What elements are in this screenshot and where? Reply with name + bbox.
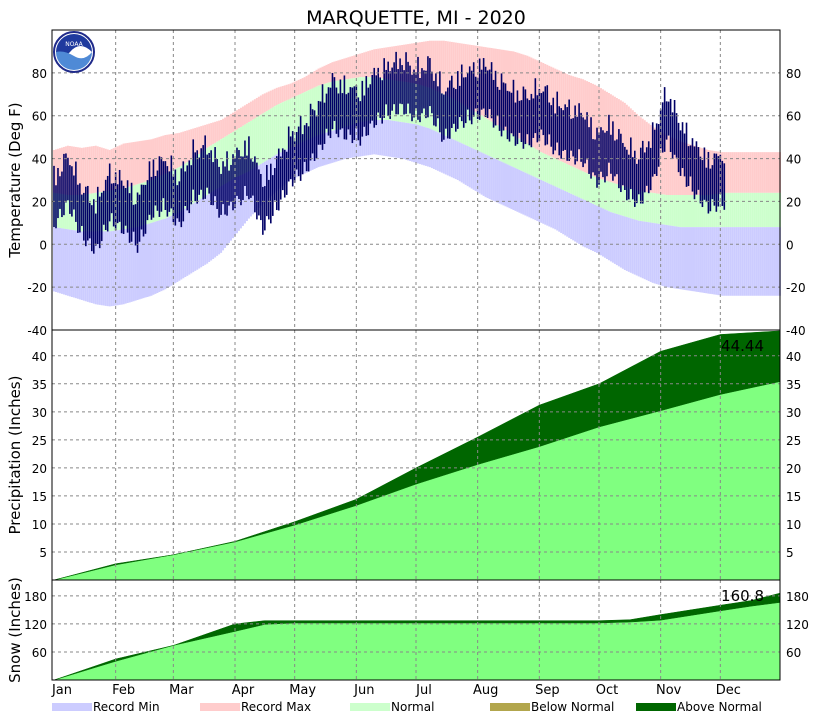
right-tick-label: 60 [786,646,801,660]
left-tick-label: 25 [32,434,47,448]
right-tick-label: 20 [786,195,801,209]
above-normal-area [477,620,540,624]
month-label: Aug [473,683,498,698]
month-label: Dec [716,683,741,698]
left-tick-label: 20 [32,195,47,209]
y-axis-label-precipitation: Precipitation (Inches) [6,376,24,535]
left-tick-label: 40 [32,350,47,364]
temperature-panel [53,40,781,307]
ticks-temperature: -40 -40 -20 -20 0 0 20 20 40 40 60 60 80 80 Temperatur… [6,67,806,338]
legend-label: Normal [391,700,434,714]
left-tick-label: 0 [39,238,47,252]
legend-swatch [52,703,92,711]
right-tick-label: 15 [786,490,801,504]
above-normal-area [356,620,417,624]
left-tick-label: 15 [32,490,47,504]
left-tick-label: 40 [32,153,47,167]
left-tick-label: 60 [32,646,47,660]
month-label: Oct [596,683,618,698]
right-tick-label: 25 [786,434,801,448]
month-label: Jun [353,683,374,698]
legend-swatch [350,703,390,711]
left-tick-label: 5 [39,546,47,560]
above-normal-area [415,620,478,624]
legend-label: Above Normal [677,700,762,714]
legend-swatch [636,703,676,711]
legend-label: Record Max [241,700,311,714]
grid-snow [52,580,780,680]
right-tick-label: 120 [786,618,809,632]
right-tick-label: 60 [786,110,801,124]
grid-precipitation [52,330,780,580]
snow-panel-frame [51,579,781,681]
legend-label: Below Normal [531,700,614,714]
month-label: May [289,683,316,698]
legend-swatch [490,703,530,711]
right-tick-label: 80 [786,67,801,81]
right-tick-label: 40 [786,153,801,167]
month-label: Jul [415,683,432,698]
right-tick-label: 20 [786,462,801,476]
y-axis-label-temperature: Temperature (Deg F) [6,102,24,258]
total-annotation: 160.8 [721,587,764,605]
right-tick-label: 0 [786,238,794,252]
month-label: Nov [656,683,682,698]
right-tick-label: -40 [786,324,806,338]
legend-swatch [200,703,240,711]
ticks-precipitation: 5 5 10 10 15 15 20 20 25 25 30 30 35 35 40 40 Precipitat… [6,350,801,560]
left-tick-label: 180 [24,590,47,604]
month-label: Jan [51,683,72,698]
legend-label: Record Min [93,700,160,714]
left-tick-label: 30 [32,406,47,420]
left-tick-label: 35 [32,378,47,392]
above-normal-area [294,620,357,624]
left-tick-label: 60 [32,110,47,124]
month-label: Sep [535,683,560,698]
right-tick-label: -20 [786,281,806,295]
right-tick-label: 180 [786,590,809,604]
right-tick-label: 10 [786,518,801,532]
left-tick-label: 20 [32,462,47,476]
month-labels: Jan Feb Mar Apr May Jun Jul Aug Sep Oct Nov Dec [51,683,741,698]
y-axis-label-snow: Snow (Inches) [6,577,24,683]
left-tick-label: 120 [24,618,47,632]
left-tick-label: -20 [27,281,47,295]
left-tick-label: 80 [32,67,47,81]
noaa-logo-icon: NOAA [53,31,95,73]
noaa-logo-text: NOAA [65,41,83,48]
snow-panel [53,592,781,681]
left-tick-label: 10 [32,518,47,532]
total-annotation: 44.44 [721,337,764,355]
left-tick-label: -40 [27,324,47,338]
chart-title: MARQUETTE, MI - 2020 [306,7,526,29]
legend: Record Min Record Max Normal Below Normal Ab… [52,700,762,714]
month-label: Apr [232,683,255,698]
right-tick-label: 35 [786,378,801,392]
month-label: Mar [169,683,194,698]
right-tick-label: 5 [786,546,794,560]
month-label: Feb [112,683,135,698]
above-normal-area [539,620,600,624]
right-tick-label: 30 [786,406,801,420]
precipitation-panel [53,330,781,581]
right-tick-label: 40 [786,350,801,364]
